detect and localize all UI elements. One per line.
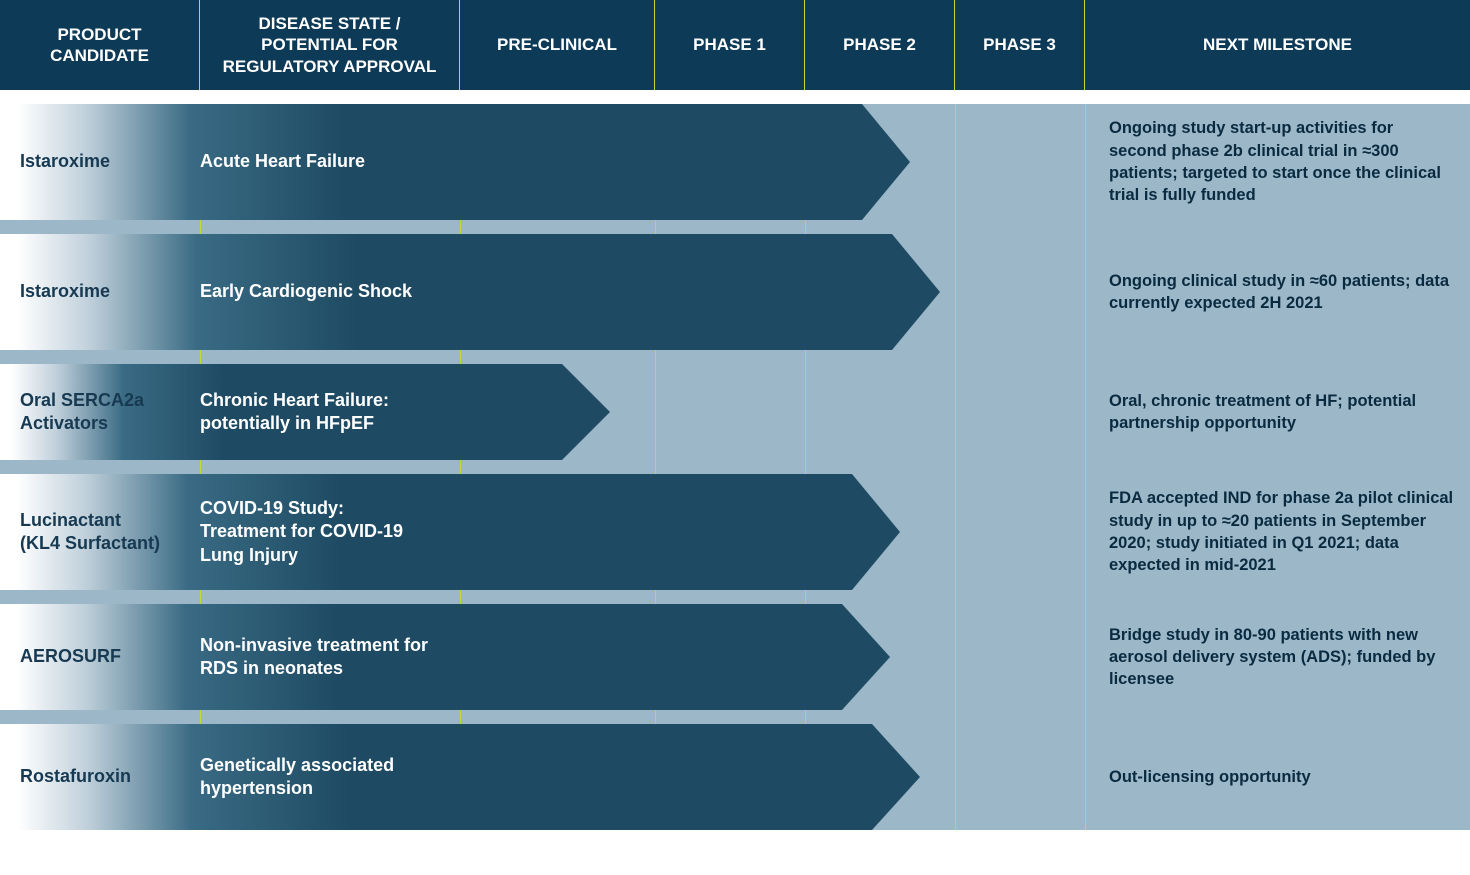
- next-milestone: FDA accepted IND for phase 2a pilot clin…: [1085, 487, 1470, 576]
- next-milestone: Bridge study in 80-90 patients with new …: [1085, 624, 1470, 691]
- next-milestone: Out-licensing opportunity: [1085, 766, 1470, 788]
- pipeline-row: AEROSURFNon-invasive treatment for RDS i…: [0, 604, 1470, 710]
- candidate-name: Rostafuroxin: [0, 765, 200, 788]
- header-p2: PHASE 2: [805, 0, 955, 90]
- disease-state: Genetically associated hypertension: [200, 754, 460, 801]
- next-milestone: Ongoing study start-up activities for se…: [1085, 117, 1470, 206]
- header-candidate: PRODUCT CANDIDATE: [0, 0, 200, 90]
- pipeline-rows: IstaroximeAcute Heart FailureOngoing stu…: [0, 104, 1470, 830]
- row-gap: [0, 350, 1470, 364]
- header-p1: PHASE 1: [655, 0, 805, 90]
- header-gap: [0, 90, 1470, 104]
- disease-state: Non-invasive treatment for RDS in neonat…: [200, 634, 460, 681]
- disease-state: COVID-19 Study: Treatment for COVID-19 L…: [200, 497, 460, 567]
- pipeline-row: RostafuroxinGenetically associated hyper…: [0, 724, 1470, 830]
- disease-state: Chronic Heart Failure: potentially in HF…: [200, 389, 460, 436]
- disease-state: Acute Heart Failure: [200, 150, 460, 173]
- candidate-name: AEROSURF: [0, 645, 200, 668]
- row-gap: [0, 710, 1470, 724]
- row-gap: [0, 590, 1470, 604]
- row-gap: [0, 220, 1470, 234]
- row-content: AEROSURFNon-invasive treatment for RDS i…: [0, 604, 1470, 710]
- pipeline-chart: PRODUCT CANDIDATEDISEASE STATE / POTENTI…: [0, 0, 1470, 830]
- row-content: IstaroximeAcute Heart Failure Ongoing stu…: [0, 104, 1470, 220]
- pipeline-row: IstaroximeAcute Heart Failure Ongoing stu…: [0, 104, 1470, 220]
- candidate-name: Istaroxime: [0, 150, 200, 173]
- header-row: PRODUCT CANDIDATEDISEASE STATE / POTENTI…: [0, 0, 1470, 90]
- candidate-name: Istaroxime: [0, 280, 200, 303]
- next-milestone: Ongoing clinical study in ≈60 patients; …: [1085, 270, 1470, 315]
- candidate-name: Lucinactant (KL4 Surfactant): [0, 509, 200, 556]
- header-p3: PHASE 3: [955, 0, 1085, 90]
- pipeline-row: IstaroximeEarly Cardiogenic Shock Ongoing…: [0, 234, 1470, 350]
- row-content: IstaroximeEarly Cardiogenic Shock Ongoing…: [0, 234, 1470, 350]
- row-content: RostafuroxinGenetically associated hyper…: [0, 724, 1470, 830]
- row-content: Oral SERCA2a ActivatorsChronic Heart Fai…: [0, 364, 1470, 460]
- chart-body: IstaroximeAcute Heart FailureOngoing stu…: [0, 104, 1470, 830]
- pipeline-row: Oral SERCA2a ActivatorsChronic Heart Fai…: [0, 364, 1470, 460]
- pipeline-row: Lucinactant (KL4 Surfactant)COVID-19 Stu…: [0, 474, 1470, 590]
- row-gap: [0, 460, 1470, 474]
- header-preclin: PRE-CLINICAL: [460, 0, 655, 90]
- disease-state: Early Cardiogenic Shock: [200, 280, 460, 303]
- candidate-name: Oral SERCA2a Activators: [0, 389, 200, 436]
- header-milestone: NEXT MILESTONE: [1085, 0, 1470, 90]
- next-milestone: Oral, chronic treatment of HF; potential…: [1085, 390, 1470, 435]
- row-content: Lucinactant (KL4 Surfactant)COVID-19 Stu…: [0, 474, 1470, 590]
- header-disease: DISEASE STATE / POTENTIAL FOR REGULATORY…: [200, 0, 460, 90]
